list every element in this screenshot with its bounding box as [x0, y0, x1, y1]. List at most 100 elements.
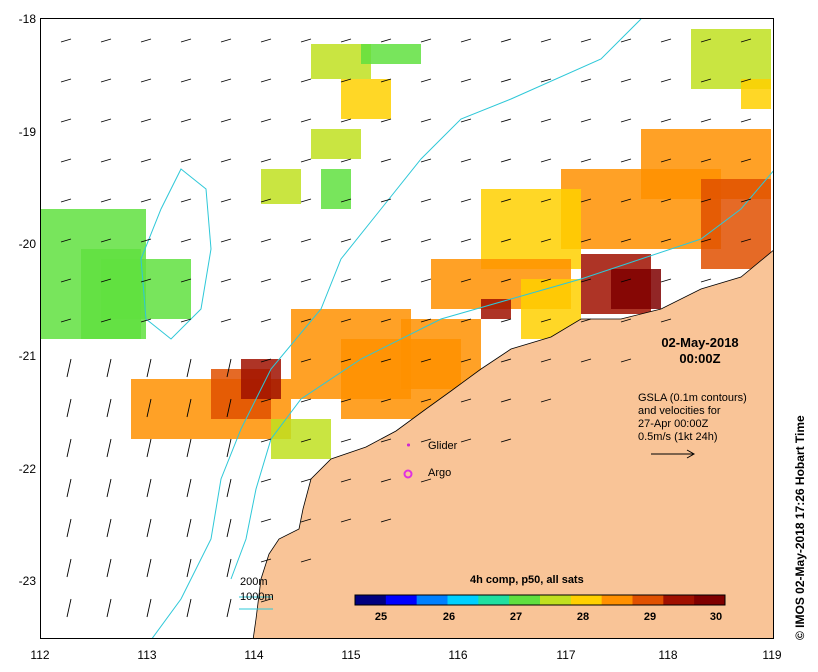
- colorbar-frame: [354, 594, 726, 606]
- velocity-arrow: [260, 238, 272, 243]
- velocity-arrow: [380, 198, 392, 203]
- velocity-scale-arrowhead: [686, 449, 696, 459]
- velocity-arrow: [100, 198, 112, 203]
- velocity-arrow: [180, 198, 192, 203]
- colorbar-segment: [416, 595, 424, 605]
- colorbar-segment: [355, 595, 362, 605]
- colorbar-segment: [466, 595, 473, 605]
- sst-patch: [261, 169, 301, 204]
- velocity-arrow: [100, 238, 112, 243]
- colorbar-segment: [564, 595, 572, 605]
- y-tick-label: -23: [18, 574, 36, 588]
- velocity-arrow: [186, 518, 192, 538]
- velocity-arrow: [220, 278, 232, 283]
- velocity-arrow: [106, 438, 112, 458]
- velocity-arrow: [300, 238, 312, 243]
- velocity-arrow: [620, 118, 632, 123]
- velocity-arrow: [460, 78, 472, 83]
- velocity-arrow: [380, 518, 392, 523]
- colorbar-tick-label: 27: [509, 611, 523, 623]
- velocity-arrow: [460, 158, 472, 163]
- velocity-arrow: [500, 158, 512, 163]
- velocity-arrow: [500, 118, 512, 123]
- x-tick-label: 118: [658, 648, 678, 662]
- colorbar-segment: [700, 595, 707, 605]
- velocity-arrow: [186, 558, 192, 578]
- velocity-arrow: [460, 398, 472, 403]
- velocity-arrow: [340, 398, 352, 403]
- velocity-arrow: [260, 478, 272, 483]
- colorbar-segment: [601, 595, 609, 605]
- colorbar-tick-label: 28: [576, 611, 590, 623]
- velocity-arrow: [340, 78, 352, 83]
- velocity-arrow: [420, 78, 432, 83]
- velocity-arrow: [260, 518, 272, 523]
- velocity-arrow: [340, 438, 352, 443]
- velocity-arrow: [420, 238, 432, 243]
- velocity-arrow: [580, 318, 592, 323]
- velocity-arrow: [106, 478, 112, 498]
- velocity-arrow: [620, 238, 632, 243]
- colorbar-segment: [570, 595, 578, 605]
- colorbar-segment: [607, 595, 615, 605]
- velocity-arrow: [620, 158, 632, 163]
- sst-patch: [611, 269, 661, 309]
- colorbar-segment: [669, 595, 677, 605]
- x-tick-label: 114: [244, 648, 264, 662]
- velocity-arrow: [380, 38, 392, 43]
- velocity-arrow: [620, 318, 632, 323]
- gsla-contour: [140, 168, 212, 340]
- sst-patch: [481, 299, 511, 319]
- colorbar-segment: [527, 595, 535, 605]
- colorbar-segment: [681, 595, 689, 605]
- velocity-arrow: [500, 238, 512, 243]
- velocity-arrow: [66, 398, 72, 418]
- velocity-arrow: [140, 118, 152, 123]
- velocity-arrow: [140, 38, 152, 43]
- velocity-arrow: [420, 438, 432, 443]
- sst-patch: [311, 129, 361, 159]
- velocity-arrow: [700, 238, 712, 243]
- velocity-arrow: [660, 278, 672, 283]
- velocity-arrow: [146, 438, 152, 458]
- velocity-arrow: [60, 78, 72, 83]
- velocity-arrow: [180, 278, 192, 283]
- land-mass: [252, 250, 773, 638]
- velocity-arrow: [100, 158, 112, 163]
- sst-patch: [481, 189, 581, 269]
- velocity-arrow: [340, 478, 352, 483]
- x-tick-label: 119: [762, 648, 782, 662]
- velocity-arrow: [140, 78, 152, 83]
- sst-patch: [321, 169, 351, 209]
- velocity-scale-label: 0.5m/s (1kt 24h): [638, 431, 718, 443]
- colorbar-tick-label: 26: [442, 611, 456, 623]
- velocity-arrow: [500, 78, 512, 83]
- velocity-arrow: [420, 318, 432, 323]
- velocity-arrow: [260, 358, 272, 363]
- velocity-arrow: [260, 118, 272, 123]
- velocity-arrow: [580, 158, 592, 163]
- colorbar-segment: [589, 595, 596, 605]
- velocity-arrow: [340, 198, 352, 203]
- velocity-arrow: [620, 358, 632, 363]
- velocity-arrow: [500, 438, 512, 443]
- colorbar-segment: [614, 595, 621, 605]
- velocity-arrow: [140, 238, 152, 243]
- velocity-arrow: [380, 438, 392, 443]
- velocity-arrow: [660, 198, 672, 203]
- velocity-arrow: [140, 198, 152, 203]
- velocity-arrow: [100, 278, 112, 283]
- velocity-arrow: [420, 278, 432, 283]
- velocity-arrow: [220, 318, 232, 323]
- colorbar-segment: [521, 595, 529, 605]
- velocity-arrow: [700, 118, 712, 123]
- velocity-arrow: [180, 118, 192, 123]
- velocity-arrow: [340, 278, 352, 283]
- sst-patch: [361, 44, 421, 64]
- velocity-arrow: [380, 118, 392, 123]
- velocity-arrow: [146, 398, 152, 418]
- colorbar-segment: [663, 595, 670, 605]
- x-tick-label: 115: [341, 648, 361, 662]
- velocity-arrow: [186, 398, 192, 418]
- colorbar-segment: [404, 595, 411, 605]
